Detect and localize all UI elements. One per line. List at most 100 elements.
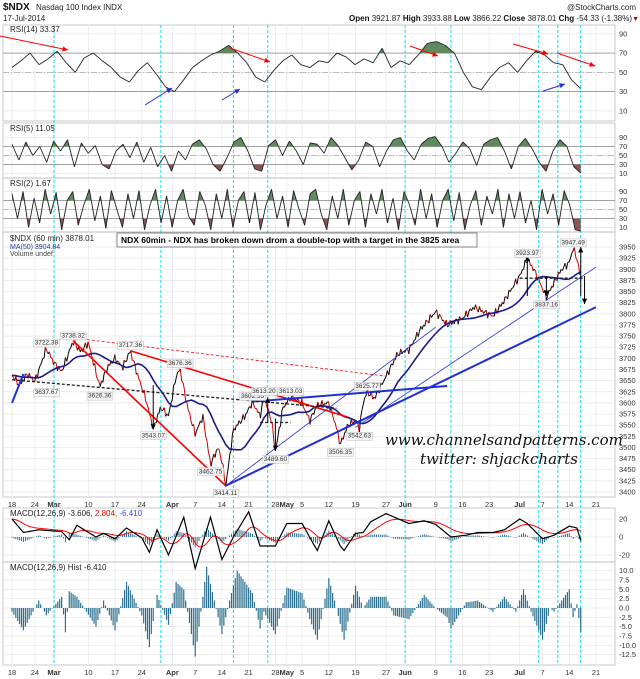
price-bar (177, 370, 180, 373)
price-bar (519, 273, 522, 276)
rsi5-line-segment (365, 141, 373, 147)
rsi2-line-segment (497, 189, 504, 228)
rsi2-line-segment (563, 190, 571, 206)
price-bar (540, 284, 543, 290)
rsi14-line-segment (436, 41, 446, 46)
stockcharts-credit: @StockCharts.com (567, 3, 636, 12)
price-annotation-box (197, 467, 224, 477)
rsi5-line-segment (316, 143, 325, 154)
price-annotation-box (327, 448, 354, 457)
price-bar (231, 427, 235, 435)
rsi2-line-segment (287, 190, 295, 228)
rsi5-line-segment (545, 150, 554, 172)
price-annotation-label: 3738.32 (61, 332, 85, 339)
rsi2-line-segment (514, 191, 521, 219)
price-annotation-box (86, 391, 114, 401)
rsi14-line-segment (390, 60, 401, 68)
rsi5-line-segment (219, 157, 228, 172)
price-annotation-label: 3676.36 (168, 360, 192, 367)
price-annotation-box (60, 331, 87, 341)
rsi14-line-segment (354, 58, 365, 66)
rsi5-line-segment (400, 137, 408, 152)
price-bar (44, 347, 48, 351)
rsi-divergence-arrow-icon (0, 35, 69, 51)
rsi2-line-segment (337, 189, 344, 219)
rsi5-panel-frame (2, 122, 616, 179)
price-annotation-box (560, 238, 587, 248)
price-bar (205, 436, 208, 442)
rsi-divergence-arrow-icon-head (542, 50, 548, 56)
price-bar (575, 257, 578, 261)
price-bar (230, 434, 233, 451)
rsi14-line-segment (472, 86, 482, 91)
rsi2-line-segment (420, 189, 427, 219)
rsi2-line-segment (116, 209, 123, 228)
price-bar (309, 415, 312, 425)
price-bar (94, 363, 97, 376)
price-bar (227, 454, 231, 467)
price-bar (221, 462, 224, 465)
change-down-icon: ▼ (632, 16, 639, 23)
price-bar (569, 253, 573, 259)
price-bar (67, 349, 70, 355)
rsi5-line-segment (490, 137, 498, 141)
rsi5-line-segment (455, 141, 464, 154)
price-bar (507, 289, 510, 300)
rsi14-line-segment (174, 79, 184, 92)
rsi2-line-segment (276, 195, 283, 219)
grid: 1030507090103050709010305070903400342534… (2, 24, 636, 677)
rsi5-line-segment (310, 142, 318, 145)
watermark-website: www.channelsandpatterns.com (385, 431, 623, 449)
rsi14-line-segment (120, 76, 130, 83)
hist-x-tick-label: 10 (84, 668, 92, 677)
rsi14-line-segment (453, 52, 464, 73)
price-bar (280, 410, 283, 427)
price-bar (43, 347, 46, 359)
price-bar (394, 352, 398, 360)
rsi2-line-segment (453, 192, 460, 221)
rsi2-line-segment (210, 193, 217, 230)
price-bar (552, 278, 555, 288)
rsi2-line-segment (375, 189, 383, 215)
rsi14-line-segment (562, 64, 573, 81)
rsi5-line-segment (323, 137, 332, 154)
rsi14-line-segment (102, 60, 112, 68)
price-bar (175, 371, 179, 378)
rsi5-line-segment (358, 141, 367, 161)
rsi2-line-segment (66, 191, 74, 201)
rsi5-tick-label: 30 (619, 160, 627, 169)
price-tick-label: 3900 (619, 265, 636, 274)
price-annotation-label: 3722.38 (35, 340, 59, 347)
price-bar (284, 402, 287, 408)
rsi14-line-segment (11, 60, 22, 68)
price-bar (90, 351, 93, 358)
blue-thin-trendline (355, 266, 597, 428)
price-bar (433, 311, 436, 315)
target-down-arrow-icon-head (272, 445, 278, 452)
price-x-tick-label: Jun (398, 500, 412, 509)
rsi5-line-segment (517, 138, 526, 147)
price-bar (463, 316, 466, 319)
rsi5-tick-label: 90 (619, 133, 627, 142)
hist-tick-label: 10.0 (619, 566, 634, 575)
price-bar (528, 258, 531, 266)
price-bar (114, 354, 117, 364)
rsi2-line-segment (392, 198, 399, 230)
hist-x-tick-label: Mar (47, 668, 60, 677)
price-bar (497, 304, 501, 310)
price-bar (183, 388, 187, 402)
rsi5-line-segment (157, 155, 165, 167)
price-bar (276, 436, 279, 446)
rsi5-line-segment (441, 146, 450, 163)
rsi-divergence-arrow-icon-head (559, 83, 565, 89)
rsi5-tick-label: 50 (619, 151, 627, 160)
price-tick-label: 3700 (619, 354, 636, 363)
rsi2-line-segment (204, 204, 212, 230)
price-bar (346, 423, 350, 426)
rsi5-line-segment (428, 136, 436, 139)
price-bar (122, 359, 125, 371)
price-bar (198, 420, 201, 425)
rsi14-tick-label: 30 (619, 87, 627, 96)
price-bar (253, 405, 256, 409)
price-x-tick-label: 14 (218, 500, 226, 509)
